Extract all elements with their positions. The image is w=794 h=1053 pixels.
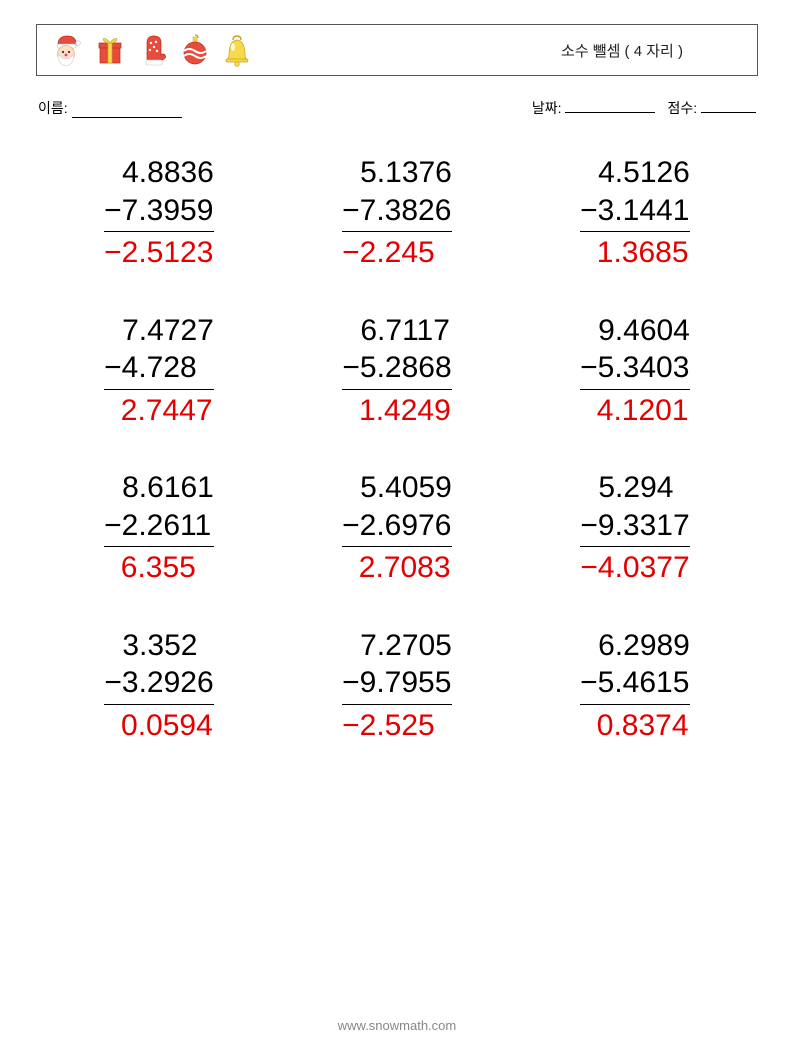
answer: −4.0377 (580, 547, 689, 587)
problem: 7.2705−9.7955−2.525 (292, 627, 502, 745)
score-blank (701, 99, 756, 113)
problem-stack: 3.352−3.2926 0.0594 (104, 627, 213, 745)
minuend: 5.4059 (342, 469, 452, 507)
santa-icon (51, 33, 81, 67)
date-blank (565, 99, 655, 113)
problem-stack: 9.4604−5.3403 4.1201 (580, 312, 690, 430)
problem: 6.2989−5.4615 0.8374 (530, 627, 740, 745)
problem: 9.4604−5.3403 4.1201 (530, 312, 740, 430)
problem-stack: 6.7117−5.2868 1.4249 (342, 312, 451, 430)
minuend: 5.294 (580, 469, 689, 507)
subtrahend: −9.7955 (342, 664, 452, 705)
subtrahend: −4.728 (104, 349, 214, 390)
minuend: 8.6161 (104, 469, 214, 507)
problem: 8.6161−2.2611 6.355 (54, 469, 264, 587)
subtrahend: −2.2611 (104, 507, 214, 548)
bell-icon (223, 33, 251, 67)
subtrahend: −3.1441 (580, 192, 690, 233)
minuend: 4.8836 (104, 154, 214, 192)
subtrahend: −2.6976 (342, 507, 452, 548)
minuend: 3.352 (104, 627, 213, 665)
minuend: 6.2989 (580, 627, 690, 665)
subtrahend: −7.3959 (104, 192, 214, 233)
header-box: 소수 뺄셈 ( 4 자리 ) (36, 24, 758, 76)
problem: 5.1376−7.3826−2.245 (292, 154, 502, 272)
answer: −2.525 (342, 705, 452, 745)
subtrahend: −5.2868 (342, 349, 451, 390)
problem-stack: 5.1376−7.3826−2.245 (342, 154, 452, 272)
answer: 1.3685 (580, 232, 690, 272)
problem: 3.352−3.2926 0.0594 (54, 627, 264, 745)
answer: 0.8374 (580, 705, 690, 745)
footer-url: www.snowmath.com (0, 1018, 794, 1033)
meta-row: 이름: 날짜: 점수: (36, 98, 758, 118)
score-label: 점수: (667, 100, 697, 116)
problem: 5.294−9.3317−4.0377 (530, 469, 740, 587)
minuend: 7.4727 (104, 312, 214, 350)
minuend: 7.2705 (342, 627, 452, 665)
answer: 6.355 (104, 547, 214, 587)
problem: 5.4059−2.6976 2.7083 (292, 469, 502, 587)
problem-stack: 8.6161−2.2611 6.355 (104, 469, 214, 587)
date-label: 날짜: (532, 100, 562, 116)
answer: 0.0594 (104, 705, 213, 745)
ornament-icon (181, 33, 209, 67)
subtrahend: −7.3826 (342, 192, 452, 233)
minuend: 9.4604 (580, 312, 690, 350)
subtrahend: −3.2926 (104, 664, 213, 705)
header-icons (51, 33, 251, 67)
minuend: 5.1376 (342, 154, 452, 192)
problems-grid: 4.8836−7.3959−2.5123 5.1376−7.3826−2.245 4… (36, 146, 758, 744)
problem: 7.4727−4.728 2.7447 (54, 312, 264, 430)
answer: 2.7447 (104, 390, 214, 430)
problem-stack: 7.2705−9.7955−2.525 (342, 627, 452, 745)
answer: −2.5123 (104, 232, 214, 272)
answer: 4.1201 (580, 390, 690, 430)
answer: 2.7083 (342, 547, 452, 587)
problem-stack: 5.4059−2.6976 2.7083 (342, 469, 452, 587)
problem-stack: 4.8836−7.3959−2.5123 (104, 154, 214, 272)
name-label: 이름: (38, 98, 68, 118)
problem: 4.8836−7.3959−2.5123 (54, 154, 264, 272)
problem-stack: 6.2989−5.4615 0.8374 (580, 627, 690, 745)
name-blank (72, 104, 182, 118)
problem: 4.5126−3.1441 1.3685 (530, 154, 740, 272)
worksheet-title: 소수 뺄셈 ( 4 자리 ) (561, 40, 743, 61)
mitten-icon (139, 33, 167, 67)
problem-stack: 4.5126−3.1441 1.3685 (580, 154, 690, 272)
gift-box-icon (95, 33, 125, 67)
minuend: 4.5126 (580, 154, 690, 192)
subtrahend: −5.4615 (580, 664, 690, 705)
answer: 1.4249 (342, 390, 451, 430)
minuend: 6.7117 (342, 312, 451, 350)
subtrahend: −5.3403 (580, 349, 690, 390)
problem-stack: 5.294−9.3317−4.0377 (580, 469, 689, 587)
subtrahend: −9.3317 (580, 507, 689, 548)
answer: −2.245 (342, 232, 452, 272)
problem: 6.7117−5.2868 1.4249 (292, 312, 502, 430)
problem-stack: 7.4727−4.728 2.7447 (104, 312, 214, 430)
